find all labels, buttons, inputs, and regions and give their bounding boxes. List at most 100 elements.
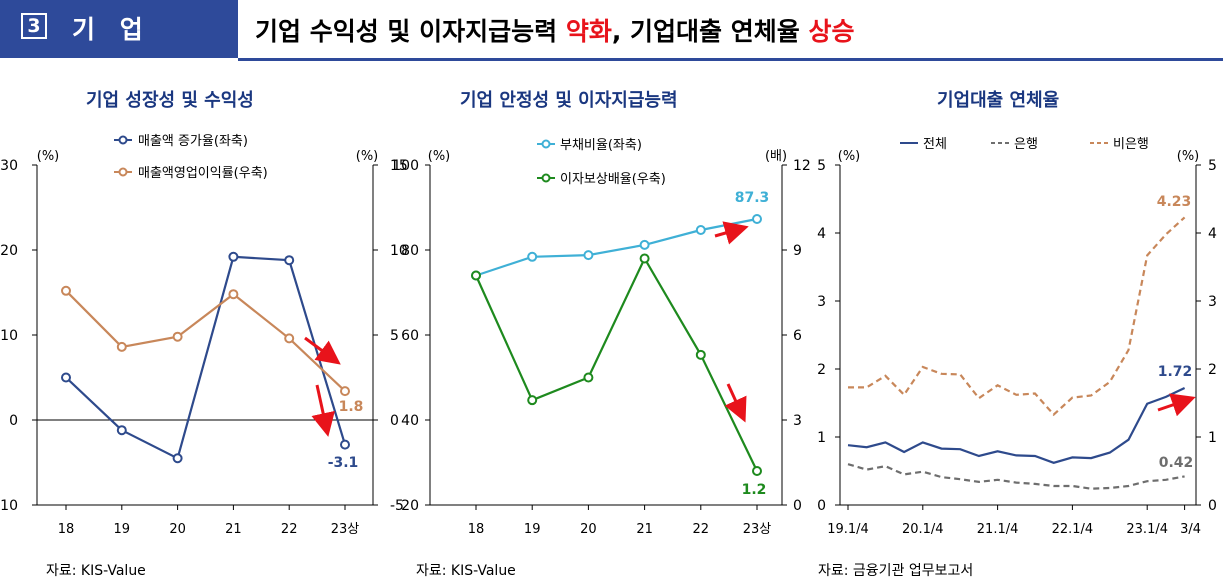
chart2-xtick-label: 23상	[743, 522, 772, 537]
chart3-series-1-line	[847, 463, 1185, 490]
chart1-series-0-line	[65, 255, 347, 460]
chart2-right-unit: (배)	[765, 149, 787, 164]
chart2-ytick-label-right: 6	[793, 328, 802, 344]
chart2-series-1-point	[752, 466, 762, 476]
chart2-ytick-label-right: 0	[793, 498, 802, 514]
chart2-ytick-label-left: 20	[401, 498, 419, 514]
chart2-series-1-point	[527, 395, 538, 406]
chart1-red-arrow-down	[311, 384, 335, 437]
chart2-series-0-line	[475, 217, 758, 277]
chart1-series-1-point	[172, 331, 183, 342]
chart3-ytick-label-left: 1	[817, 430, 826, 446]
chart3-left-unit: (%)	[838, 149, 861, 164]
chart1-series-0-point	[228, 251, 239, 262]
chart3-ytick-label-left: 2	[817, 362, 826, 378]
chart3-legend-label: 전체	[923, 137, 947, 152]
page-title: 기업 수익성 및 이자지급능력 약화, 기업대출 연체율 상승	[255, 12, 854, 48]
chart2-xtick-label: 21	[636, 522, 653, 537]
chart1-left-unit: (%)	[37, 149, 60, 164]
chart2-ytick-label-left: 40	[401, 413, 419, 429]
chart1-xtick-label: 18	[58, 522, 75, 537]
title-red2: 상승	[808, 17, 855, 46]
chart1-ytick-label-left: 0	[9, 413, 18, 429]
chart2-xtick-label: 20	[580, 522, 597, 537]
chart1-xtick-label: 21	[225, 522, 242, 537]
chart1-ytick-label-right: 15	[390, 158, 408, 174]
chart2-ytick-label-right: 12	[793, 158, 811, 174]
chart2-red-arrow-down	[724, 383, 747, 423]
chart2-red-arrow-up	[714, 221, 749, 245]
chart1-ytick-label-left: -10	[0, 498, 18, 514]
chart2-ytick-label-right: 3	[793, 413, 802, 429]
title-red1: 약화	[565, 17, 612, 46]
chart3-series-2-line	[848, 216, 1186, 417]
chart1-title: 기업 성장성 및 수익성	[86, 90, 254, 111]
chart2-end-label-debt: 87.3	[735, 190, 770, 206]
chart3-series-0-line	[847, 387, 1186, 464]
chart2-legend-label: 부채비율(좌축)	[560, 138, 642, 153]
chart1-series-1-line	[65, 290, 346, 392]
chart3-red-arrow-up	[1157, 393, 1196, 417]
chart3-legend-label: 은행	[1014, 136, 1038, 152]
chart2-series-1-point	[471, 270, 481, 281]
chart3-xtick-label: 20.1/4	[902, 522, 944, 537]
chart1-legend-label: 매출액 증가율(좌축)	[138, 134, 248, 149]
chart1-right-unit: (%)	[356, 149, 379, 164]
chart2-series-1-point	[639, 253, 650, 264]
chart1-source: 자료: KIS-Value	[46, 563, 146, 579]
chart1-legend-label: 매출액영업이익률(우축)	[138, 166, 268, 181]
chart2-xtick-label: 19	[524, 522, 541, 537]
chart1-ytick-label-right: -5	[390, 498, 404, 514]
chart3-ytick-label-right: 3	[1208, 294, 1217, 310]
chart1-series-0-legend-marker	[118, 135, 128, 145]
section-header: 3 기 업	[0, 0, 238, 58]
chart1-series-1-point	[61, 285, 71, 296]
chart1-series-1-legend-marker	[118, 167, 128, 177]
chart3-xtick-label: 3/4	[1180, 522, 1201, 537]
chart3-source: 자료: 금융기관 업무보고서	[818, 563, 974, 579]
chart2-series-0-point	[752, 213, 762, 224]
chart1-series-1-point	[340, 386, 350, 397]
chart2-xtick-label: 22	[693, 522, 710, 537]
chart2-end-label-icr: 1.2	[742, 482, 767, 498]
chart1-ytick-label-left: 10	[0, 328, 18, 344]
chart3-end-label-nonbank: 4.23	[1157, 194, 1192, 210]
chart3-end-label-total: 1.72	[1158, 364, 1193, 380]
chart2-ytick-label-right: 9	[793, 243, 802, 259]
chart1-series-1-point	[116, 341, 127, 352]
chart3-xtick-label: 21.1/4	[977, 522, 1019, 537]
chart2-series-0-point	[583, 250, 594, 261]
chart2-xtick-label: 18	[468, 522, 485, 537]
chart1-xtick-label: 19	[114, 522, 131, 537]
chart1-xtick-label: 20	[169, 522, 186, 537]
chart3-end-label-bank: 0.42	[1159, 455, 1194, 471]
section-label: 기 업	[72, 15, 151, 44]
chart1-xtick-label: 22	[281, 522, 298, 537]
chart1-end-label-sales: -3.1	[328, 455, 359, 471]
chart1-series-0-point	[116, 425, 127, 436]
chart2-series-0-point	[695, 225, 706, 236]
chart3-title: 기업대출 연체율	[937, 90, 1060, 111]
chart1-xtick-label: 23상	[331, 522, 360, 537]
chart1-ytick-label-right: 0	[390, 413, 399, 429]
chart2-ytick-label-left: 60	[401, 328, 419, 344]
chart1-red-arrow-down	[304, 336, 341, 365]
chart2-series-0-legend-marker	[541, 139, 551, 149]
chart1-series-1-point	[284, 333, 295, 344]
chart3-ytick-label-left: 5	[817, 158, 826, 174]
chart2-ytick-label-left: 100	[392, 158, 419, 174]
chart3-ytick-label-right: 0	[1208, 498, 1217, 514]
chart2-series-0-point	[527, 251, 538, 262]
chart2-title: 기업 안정성 및 이자지급능력	[460, 90, 678, 111]
chart2-ytick-label-left: 80	[401, 243, 419, 259]
chart3-right-unit: (%)	[1177, 149, 1200, 164]
chart3-ytick-label-left: 3	[817, 294, 826, 310]
chart1-series-0-point	[61, 372, 71, 383]
chart3-ytick-label-right: 2	[1208, 362, 1217, 378]
title-part2: , 기업대출 연체율	[611, 17, 809, 46]
chart1-series-0-point	[284, 255, 295, 266]
chart1-series-1-point	[228, 289, 239, 300]
chart2-series-1-line	[474, 256, 758, 472]
